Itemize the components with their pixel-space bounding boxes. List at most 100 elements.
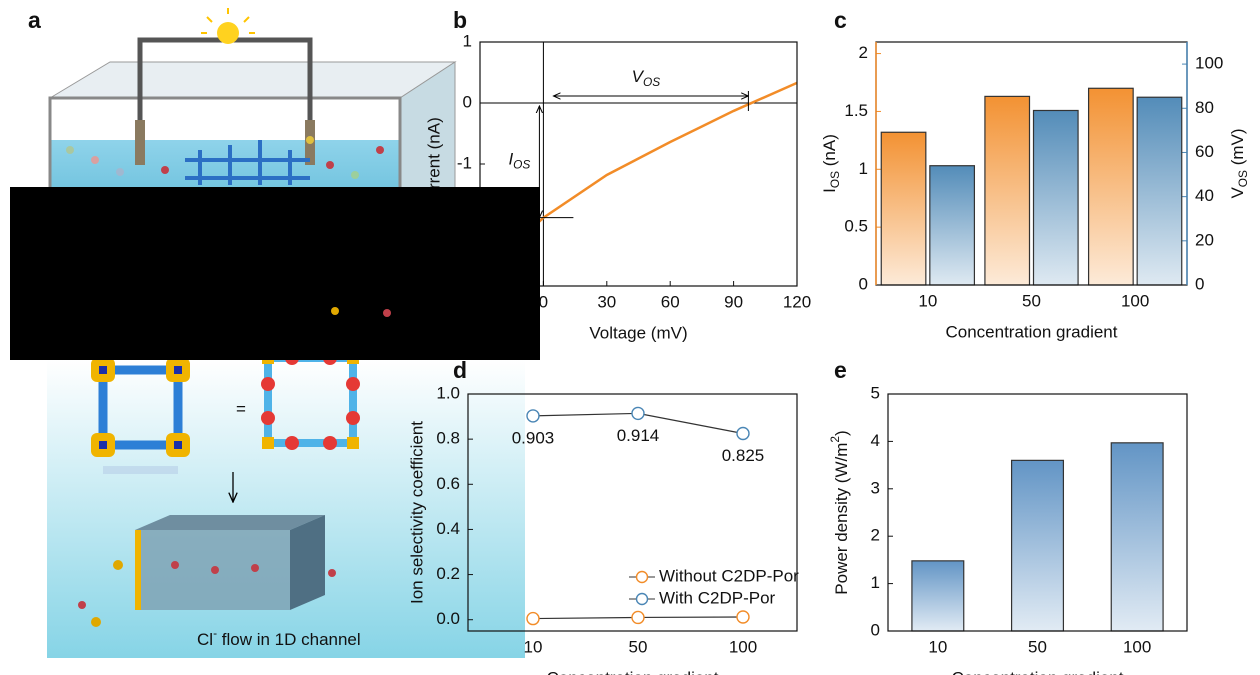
bulb <box>217 22 239 44</box>
y-tick-label: 0.0 <box>436 609 460 628</box>
x-tick-label: 50 <box>1028 637 1047 656</box>
channel <box>78 515 336 627</box>
x-tick-label: 10 <box>524 637 543 656</box>
label-part: V <box>632 67 645 86</box>
x-axis-label: Concentration gradient <box>945 322 1117 341</box>
x-axis-label: Voltage (mV) <box>589 323 687 342</box>
tank-top <box>48 61 457 99</box>
marker <box>526 409 540 423</box>
y-tick-label: 0.5 <box>844 217 868 236</box>
equals-sign: = <box>236 399 246 418</box>
y2-tick-label: 80 <box>1195 98 1214 117</box>
black-box <box>10 187 540 360</box>
marker <box>526 611 540 626</box>
bulb-rays <box>201 8 255 34</box>
y-tick-label: 3 <box>871 478 880 497</box>
y-tick-label: -1 <box>457 153 472 172</box>
y-tick-label: 0.2 <box>436 564 460 583</box>
marker <box>631 610 645 625</box>
y-tick-label: 1 <box>463 31 472 50</box>
panel-label: a <box>28 7 41 33</box>
y-tick-label: 2 <box>859 43 868 62</box>
bar <box>880 131 927 286</box>
y2-tick-label: 100 <box>1195 54 1223 73</box>
framework-illustration: = Cl- flow in 1D channel <box>47 351 525 658</box>
x-tick-label: 100 <box>1123 637 1151 656</box>
x-axis-label: Concentration gradient <box>951 668 1123 675</box>
y-tick-label: 1 <box>859 159 868 178</box>
y-tick-label: 5 <box>871 383 880 402</box>
y-tick-label: 0 <box>871 620 880 639</box>
y-tick-label: 0.6 <box>436 474 460 493</box>
occlusion <box>10 187 540 360</box>
value-label: 0.825 <box>722 446 765 465</box>
y-tick-label: 4 <box>871 431 880 450</box>
legend-label: With C2DP-Por <box>659 588 776 607</box>
plot-frame <box>479 41 798 287</box>
x-tick-label: 10 <box>918 291 937 310</box>
label-part: flow in 1D channel <box>217 630 361 649</box>
ion <box>383 309 391 317</box>
label-part: OS <box>643 75 660 89</box>
label-part: (nA) <box>820 134 839 171</box>
label-part: Cl <box>197 630 213 649</box>
value-label: 0.903 <box>512 428 555 447</box>
y-axis-label: Ion selectivity coefficient <box>407 421 426 604</box>
x-tick-label: 50 <box>629 637 648 656</box>
y2-axis-label: VOS (mV) <box>1228 128 1250 198</box>
legend-marker <box>635 592 649 606</box>
marker <box>736 426 750 441</box>
panel-label: c <box>834 7 847 33</box>
label-part: OS <box>513 157 530 171</box>
marker <box>736 610 750 624</box>
x-tick-label: 90 <box>724 292 743 311</box>
label-part: I <box>820 188 839 193</box>
marker <box>631 406 645 421</box>
label-part: Power density (W/m <box>832 443 851 595</box>
bar <box>984 95 1031 286</box>
electrode <box>135 120 145 165</box>
bar <box>1032 109 1079 286</box>
y-axis-label: Power density (W/m2) <box>828 430 851 594</box>
bar <box>1010 459 1065 632</box>
ion <box>331 307 339 315</box>
x-tick-label: 50 <box>1022 291 1041 310</box>
y-tick-label: 0 <box>859 274 868 293</box>
annotation-label: VOS <box>632 67 661 89</box>
label-part: 2 <box>828 436 842 443</box>
bar <box>929 165 976 286</box>
x-tick-label: 0 <box>539 292 548 311</box>
x-tick-label: 30 <box>597 292 616 311</box>
x-tick-label: 10 <box>928 637 947 656</box>
x-tick-label: 120 <box>783 292 811 311</box>
bar <box>1087 87 1134 286</box>
label-part: OS <box>1236 170 1250 187</box>
y-tick-label: 0.8 <box>436 429 460 448</box>
label-part: (mV) <box>1228 128 1247 170</box>
legend-marker <box>635 570 649 584</box>
x-tick-label: 100 <box>729 637 757 656</box>
panel-label: d <box>453 357 467 383</box>
y-tick-label: 0 <box>463 92 472 111</box>
plot-frame <box>887 393 1188 632</box>
y2-tick-label: 20 <box>1195 230 1214 249</box>
y-axis-label: IOS (nA) <box>820 134 842 193</box>
y2-tick-label: 40 <box>1195 186 1214 205</box>
bar <box>1110 442 1164 632</box>
y-tick-label: 0.4 <box>436 519 460 538</box>
y-tick-label: 1 <box>871 573 880 592</box>
bar <box>1136 96 1183 286</box>
caption: Cl- flow in 1D channel <box>197 626 361 649</box>
y2-tick-label: 60 <box>1195 142 1214 161</box>
x-axis-label: Concentration gradient <box>546 668 718 675</box>
legend-label: Without C2DP-Por <box>659 566 799 585</box>
y-tick-label: 1.0 <box>436 383 460 402</box>
line <box>500 81 798 258</box>
framework-unit <box>91 358 190 474</box>
value-label: 0.914 <box>617 426 660 445</box>
bar <box>911 560 965 632</box>
y-tick-label: 1.5 <box>844 101 868 120</box>
plot-frame <box>467 393 798 632</box>
panel-label: e <box>834 357 847 383</box>
